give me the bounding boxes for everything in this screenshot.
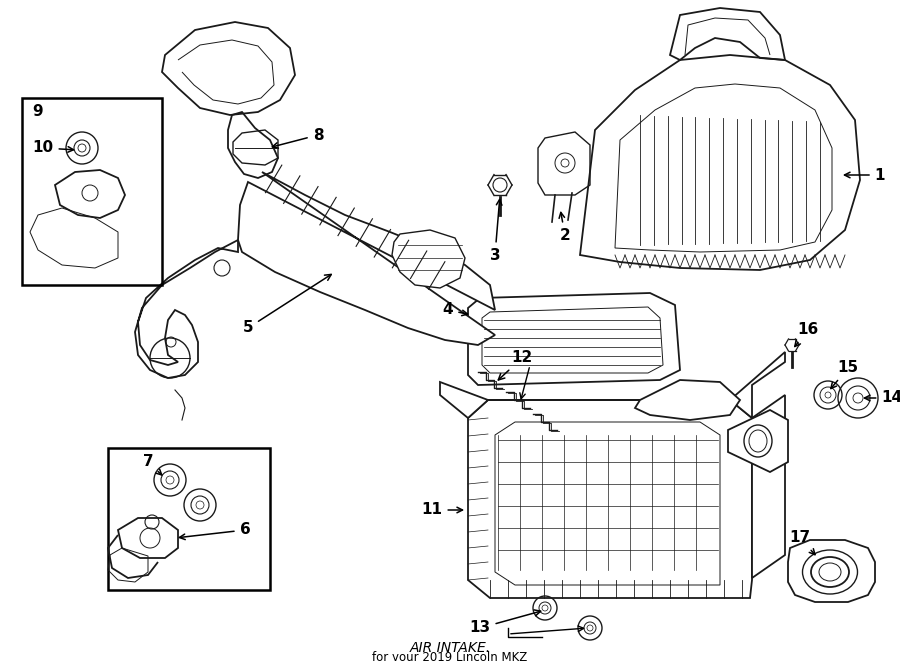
Polygon shape — [728, 410, 788, 472]
Text: AIR INTAKE.: AIR INTAKE. — [410, 641, 490, 655]
Text: 4: 4 — [443, 303, 468, 317]
Polygon shape — [468, 400, 752, 598]
Text: 10: 10 — [32, 141, 74, 155]
Text: 1: 1 — [844, 167, 886, 182]
Text: 13: 13 — [470, 610, 541, 635]
Bar — [22, 98, 162, 285]
Text: 5: 5 — [243, 274, 331, 336]
Text: 12: 12 — [499, 350, 533, 380]
Text: 9: 9 — [32, 104, 43, 120]
Text: 2: 2 — [559, 212, 571, 243]
Text: 15: 15 — [831, 360, 859, 389]
Bar — [108, 448, 270, 590]
Polygon shape — [752, 395, 785, 578]
Polygon shape — [440, 352, 785, 418]
Text: 8: 8 — [273, 128, 323, 148]
Polygon shape — [238, 172, 495, 345]
Text: 14: 14 — [865, 391, 900, 405]
Text: 16: 16 — [795, 323, 819, 346]
Text: for your 2019 Lincoln MKZ: for your 2019 Lincoln MKZ — [373, 652, 527, 661]
Polygon shape — [392, 230, 465, 288]
Text: 17: 17 — [789, 531, 815, 555]
Polygon shape — [788, 540, 875, 602]
Polygon shape — [635, 380, 740, 420]
Text: 7: 7 — [143, 455, 162, 475]
Text: 6: 6 — [179, 522, 250, 539]
Text: 3: 3 — [490, 200, 502, 262]
Text: 11: 11 — [421, 502, 463, 518]
Polygon shape — [135, 240, 238, 378]
